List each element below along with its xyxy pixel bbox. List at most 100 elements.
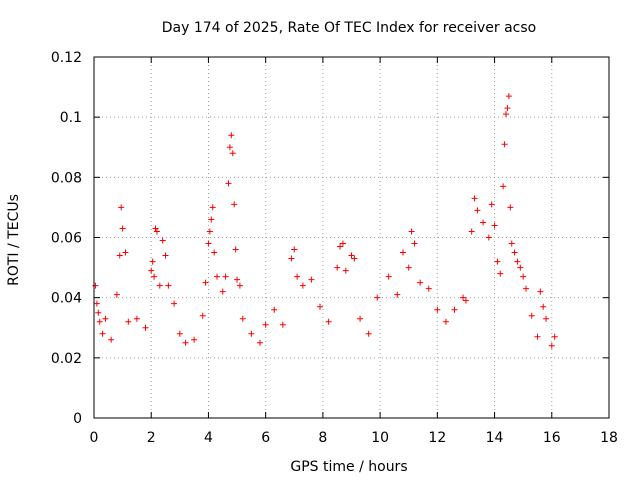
data-point: [288, 255, 295, 262]
data-point: [149, 258, 156, 265]
data-point: [434, 306, 441, 313]
data-point: [182, 339, 189, 346]
data-point: [228, 132, 235, 139]
data-point: [159, 237, 166, 244]
data-point: [405, 264, 412, 271]
data-point: [165, 282, 172, 289]
data-point: [171, 300, 178, 307]
y-axis-label: ROTI / TECUs: [6, 194, 22, 286]
data-point: [528, 312, 535, 319]
data-point: [400, 249, 406, 256]
data-point: [176, 330, 183, 337]
data-point: [374, 294, 381, 301]
data-point: [125, 318, 132, 325]
data-point: [95, 309, 102, 316]
data-point: [308, 276, 315, 283]
data-point: [342, 267, 349, 274]
data-point: [501, 141, 508, 148]
data-point: [462, 297, 469, 304]
data-point: [411, 240, 418, 247]
data-point: [239, 315, 246, 322]
data-point: [317, 303, 324, 310]
data-point: [514, 258, 521, 265]
data-point: [118, 204, 125, 211]
data-point: [248, 330, 255, 337]
grid-lines: [94, 57, 609, 418]
data-point: [497, 270, 504, 277]
axis-ticks: [93, 56, 610, 419]
data-point: [485, 234, 492, 241]
data-point: [351, 255, 358, 262]
x-tick-label: 16: [543, 430, 561, 446]
data-point: [225, 180, 232, 187]
data-point: [262, 321, 269, 328]
x-tick-label: 2: [147, 430, 156, 446]
data-point: [417, 279, 424, 286]
data-point: [256, 339, 263, 346]
data-point: [142, 324, 149, 331]
y-tick-label: 0.12: [51, 50, 82, 66]
x-tick-label: 18: [600, 430, 618, 446]
data-point: [537, 288, 544, 295]
data-point: [511, 249, 518, 256]
x-axis-label: GPS time / hours: [290, 459, 407, 475]
data-point: [385, 273, 392, 280]
data-point: [474, 207, 481, 214]
x-tick-label: 8: [318, 430, 327, 446]
data-point: [517, 264, 524, 271]
data-point: [156, 282, 163, 289]
data-point: [226, 144, 233, 151]
y-tick-label: 0.04: [51, 291, 82, 307]
data-point: [236, 282, 243, 289]
data-point: [334, 264, 341, 271]
data-point: [209, 204, 216, 211]
data-point: [222, 273, 229, 280]
data-point: [523, 285, 530, 292]
y-tick-label: 0.1: [60, 110, 82, 126]
data-point: [271, 306, 278, 313]
data-point: [122, 249, 129, 256]
data-point: [508, 240, 515, 247]
data-point: [162, 252, 169, 259]
data-point: [199, 312, 206, 319]
data-point: [451, 306, 458, 313]
data-point: [102, 315, 109, 322]
data-point: [339, 240, 346, 247]
data-point: [357, 315, 364, 322]
data-point: [205, 240, 212, 247]
data-point: [548, 342, 555, 349]
y-tick-label: 0.06: [51, 231, 82, 247]
data-point: [460, 294, 467, 301]
y-tick-label: 0: [73, 411, 82, 427]
data-point: [291, 246, 298, 253]
data-point: [337, 243, 344, 250]
data-point: [152, 225, 159, 232]
data-point: [92, 282, 99, 289]
data-point: [480, 219, 487, 226]
data-point: [299, 282, 306, 289]
x-tick-label: 10: [371, 430, 389, 446]
data-point: [488, 201, 495, 208]
data-point: [534, 333, 541, 340]
data-point: [93, 300, 100, 307]
data-point: [504, 105, 511, 112]
data-point: [153, 228, 160, 235]
data-point: [229, 150, 236, 157]
data-point: [148, 267, 155, 274]
data-point: [503, 111, 509, 118]
data-point: [219, 288, 226, 295]
data-point: [116, 252, 123, 259]
y-tick-label: 0.02: [51, 351, 82, 367]
data-point: [505, 93, 512, 100]
data-point: [232, 246, 239, 253]
data-point: [234, 276, 241, 283]
x-tick-label: 4: [204, 430, 213, 446]
data-point: [294, 273, 301, 280]
data-point: [208, 216, 215, 223]
data-point: [206, 228, 213, 235]
data-point: [348, 252, 355, 259]
data-point: [108, 336, 115, 343]
data-point: [119, 225, 126, 232]
